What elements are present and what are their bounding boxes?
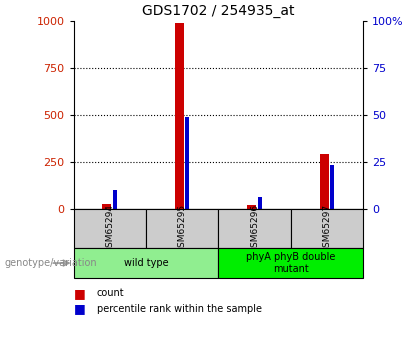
Bar	[257, 197, 262, 209]
Bar	[330, 166, 334, 209]
Text: ■: ■	[74, 287, 85, 300]
FancyBboxPatch shape	[74, 248, 218, 278]
Text: ■: ■	[74, 302, 85, 315]
Bar	[185, 117, 189, 209]
Bar	[247, 205, 256, 209]
FancyBboxPatch shape	[291, 209, 363, 248]
Text: GSM65294: GSM65294	[105, 204, 114, 253]
Bar	[320, 154, 328, 209]
Bar	[113, 190, 117, 209]
Text: phyA phyB double
mutant: phyA phyB double mutant	[246, 252, 336, 274]
Text: genotype/variation: genotype/variation	[4, 258, 97, 268]
Title: GDS1702 / 254935_at: GDS1702 / 254935_at	[142, 4, 295, 18]
Bar	[175, 22, 184, 209]
FancyBboxPatch shape	[74, 209, 146, 248]
FancyBboxPatch shape	[146, 209, 218, 248]
Text: wild type: wild type	[123, 258, 168, 268]
Text: GSM65295: GSM65295	[178, 204, 186, 253]
FancyBboxPatch shape	[218, 248, 363, 278]
Text: percentile rank within the sample: percentile rank within the sample	[97, 304, 262, 314]
Bar	[102, 204, 111, 209]
FancyBboxPatch shape	[218, 209, 291, 248]
Text: GSM65297: GSM65297	[323, 204, 331, 253]
Text: GSM65296: GSM65296	[250, 204, 259, 253]
Text: count: count	[97, 288, 124, 298]
